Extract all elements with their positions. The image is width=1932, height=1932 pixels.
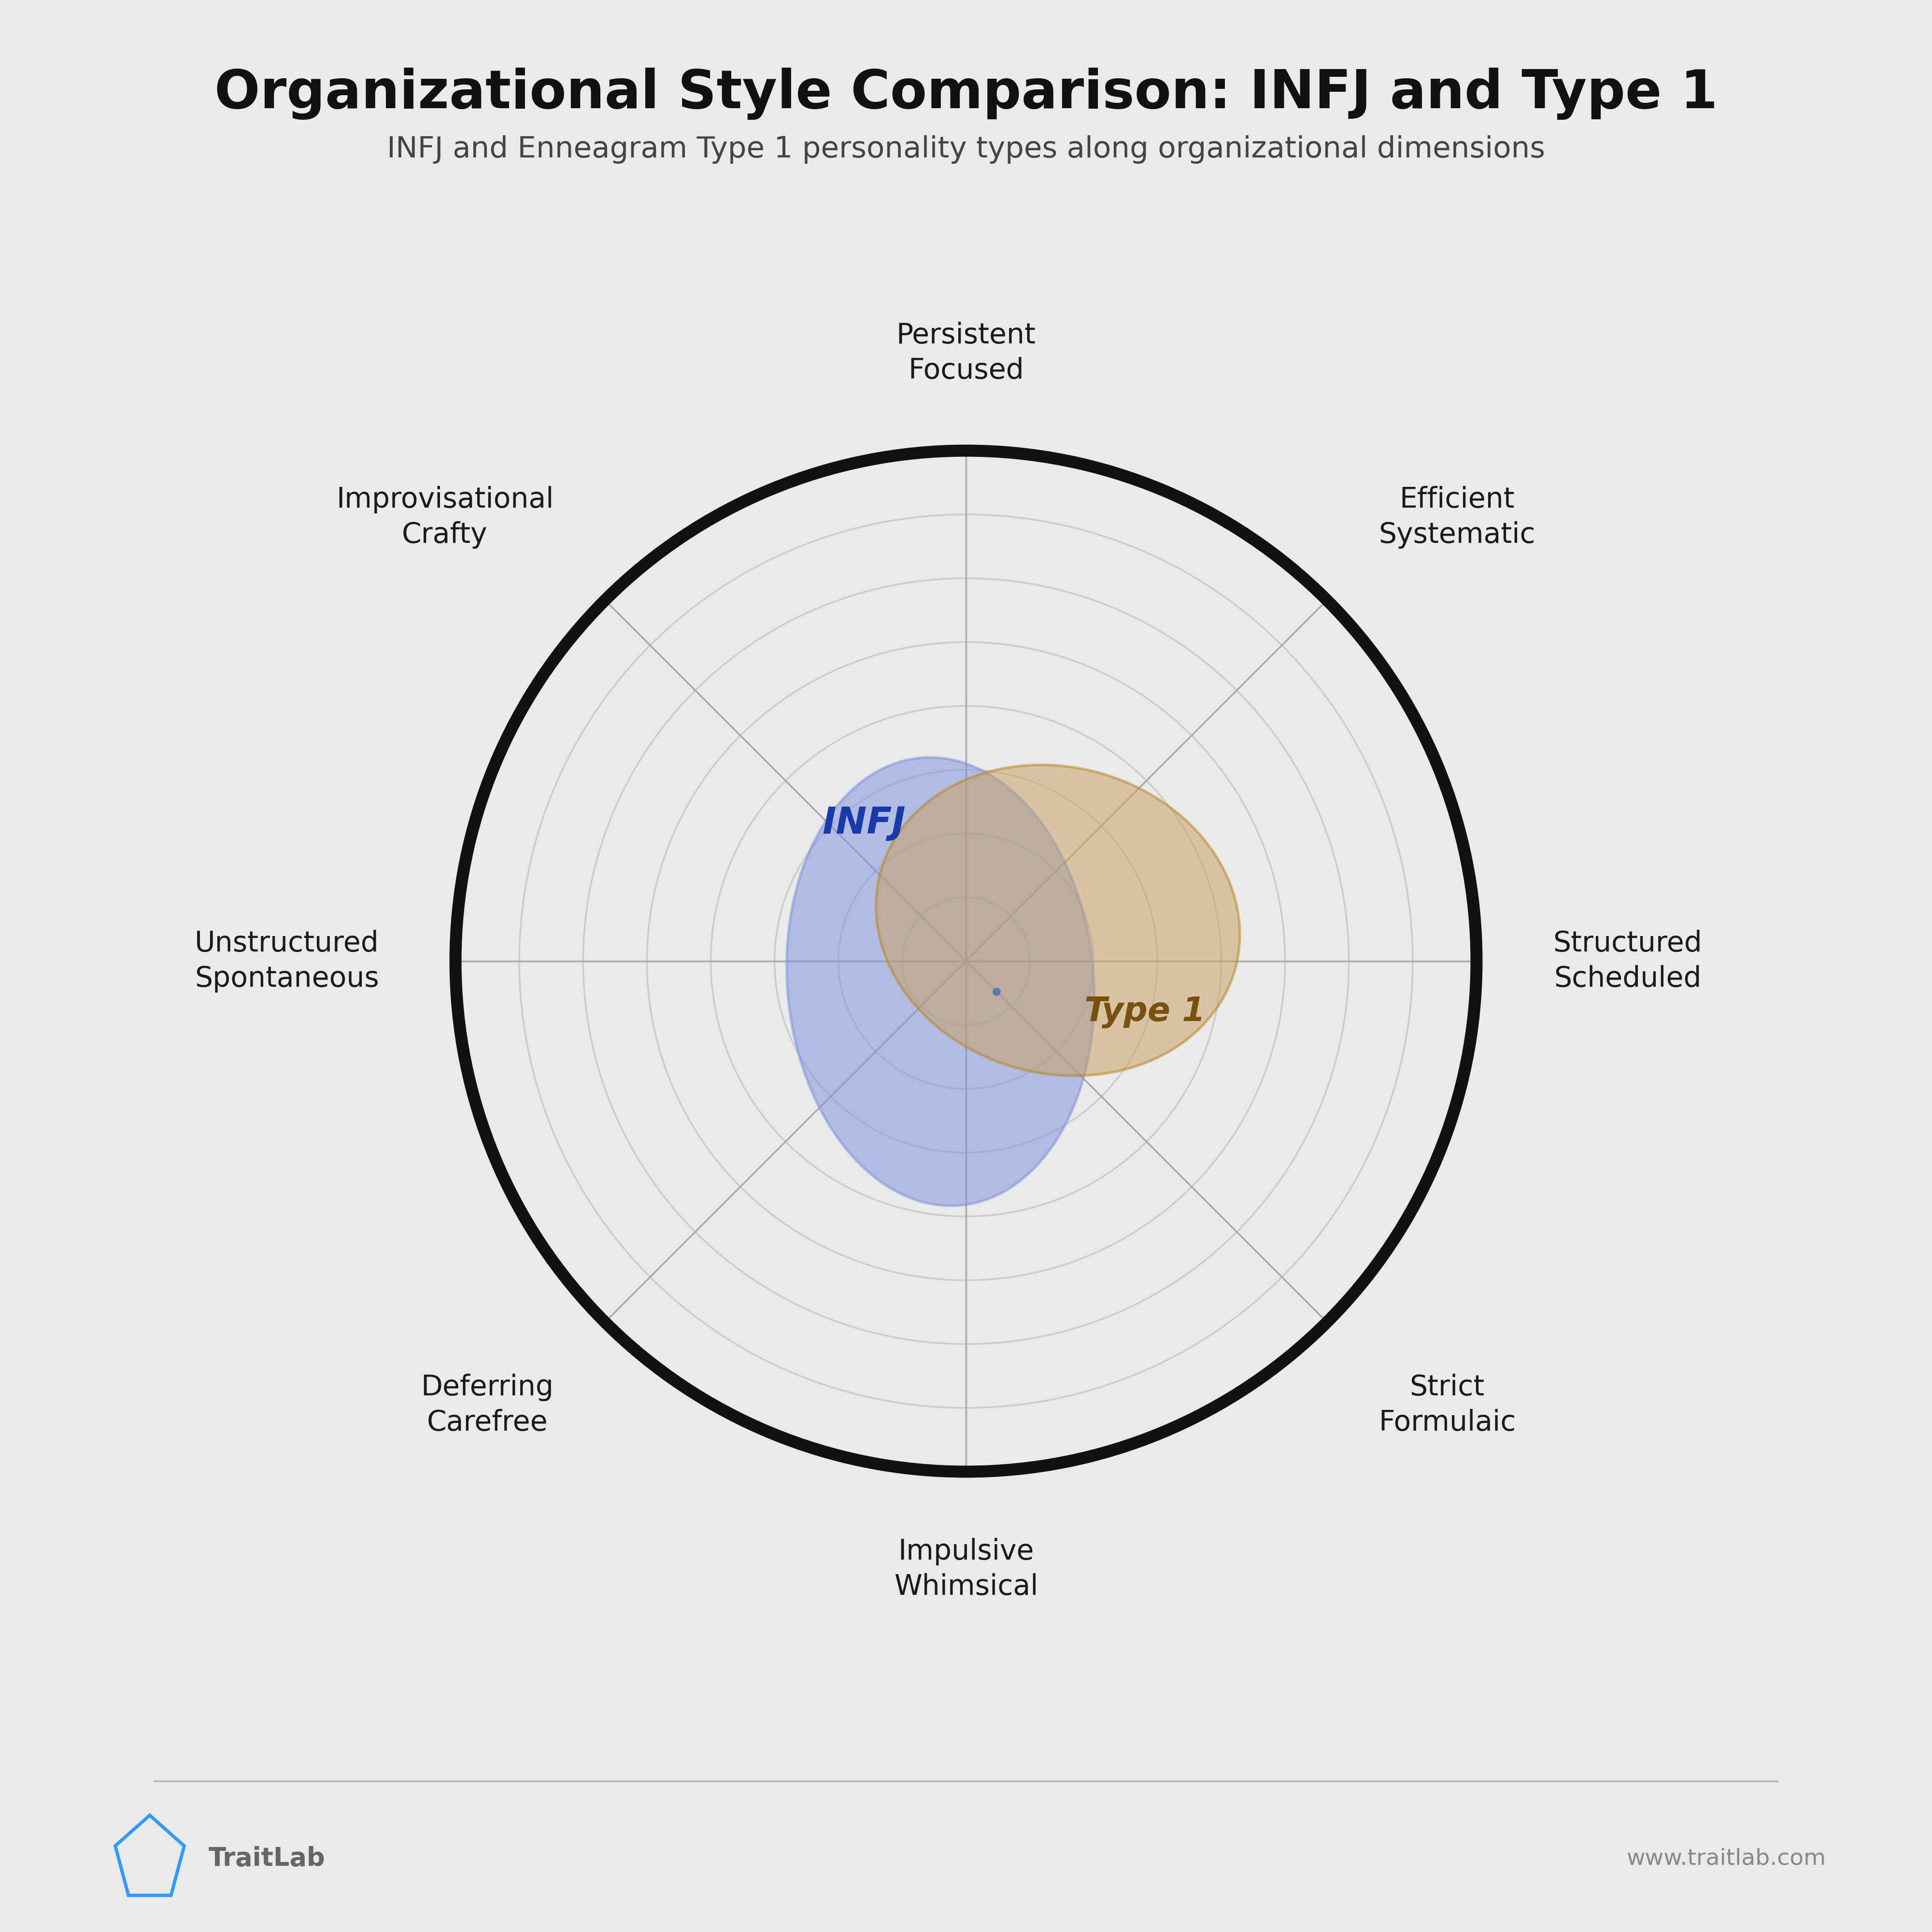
Text: INFJ: INFJ [823,806,906,840]
Text: Improvisational
Crafty: Improvisational Crafty [336,487,554,549]
Ellipse shape [875,765,1240,1076]
Text: Structured
Scheduled: Structured Scheduled [1553,929,1702,993]
Text: Deferring
Carefree: Deferring Carefree [421,1374,554,1435]
Text: www.traitlab.com: www.traitlab.com [1627,1847,1826,1870]
Point [981,976,1012,1007]
Text: Unstructured
Spontaneous: Unstructured Spontaneous [195,929,379,993]
Text: INFJ and Enneagram Type 1 personality types along organizational dimensions: INFJ and Enneagram Type 1 personality ty… [386,135,1546,164]
Ellipse shape [786,757,1094,1206]
Text: Impulsive
Whimsical: Impulsive Whimsical [895,1538,1037,1602]
Text: Persistent
Focused: Persistent Focused [896,321,1036,384]
Text: Organizational Style Comparison: INFJ and Type 1: Organizational Style Comparison: INFJ an… [214,68,1718,120]
Text: Type 1: Type 1 [1084,997,1206,1028]
Text: TraitLab: TraitLab [209,1847,325,1870]
Text: Strict
Formulaic: Strict Formulaic [1378,1374,1517,1435]
Text: Efficient
Systematic: Efficient Systematic [1378,487,1536,549]
